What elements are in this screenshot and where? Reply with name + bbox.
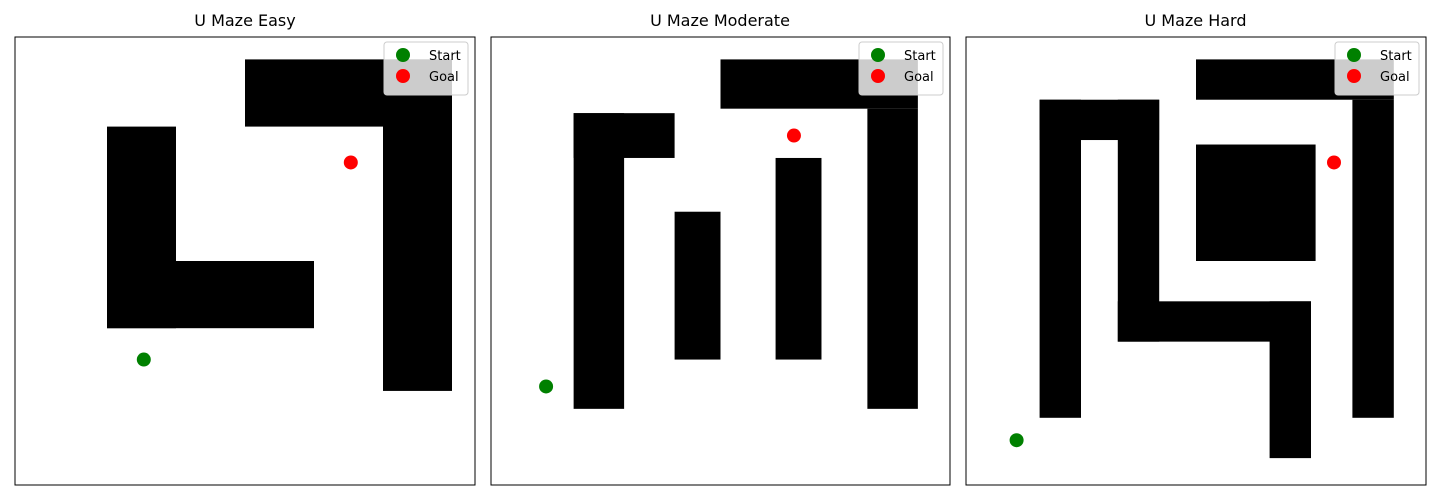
goal-point (1327, 155, 1341, 170)
maze-wall (573, 113, 625, 409)
legend-marker (871, 69, 885, 83)
start-point (136, 352, 151, 367)
legend-label: Goal (429, 70, 459, 85)
maze-wall (107, 261, 314, 329)
legend-label: Goal (1380, 70, 1410, 85)
panel-easy: U Maze Easy (0, 0, 480, 500)
legend-marker (396, 48, 410, 62)
legend-label: Start (1380, 49, 1412, 64)
legend: Start Goal (1334, 41, 1420, 96)
legend-marker (1347, 69, 1361, 83)
legend-marker (1347, 48, 1361, 62)
legend-marker (871, 48, 885, 62)
goal-point (343, 155, 358, 170)
legend-marker (396, 69, 410, 83)
goal-point (786, 128, 801, 143)
maze-wall (1352, 99, 1394, 418)
maze-axes: Start Goal (490, 36, 951, 486)
chart-title: U Maze Easy (194, 11, 296, 30)
maze-wall (1269, 301, 1311, 459)
legend-label: Start (429, 49, 461, 64)
legend: Start Goal (858, 41, 944, 96)
maze-wall (867, 108, 918, 409)
legend: Start Goal (383, 41, 469, 96)
maze-axes: Start Goal (14, 36, 476, 486)
start-point (1009, 433, 1024, 448)
axes-frame (14, 36, 476, 486)
maze-axes: Start Goal (965, 36, 1427, 486)
maze-wall (573, 113, 675, 158)
legend-label: Goal (904, 70, 934, 85)
maze-wall (1039, 99, 1081, 418)
chart-title: U Maze Hard (1144, 11, 1247, 30)
maze-wall (1196, 144, 1316, 261)
panel-moderate: U Maze Moderate (650, 11, 790, 30)
axes-frame (490, 36, 951, 486)
legend-label: Start (904, 49, 936, 64)
axes-frame (965, 36, 1427, 486)
maze-wall (674, 211, 721, 360)
maze-wall (383, 59, 452, 391)
maze-wall (775, 157, 822, 360)
chart-title: U Maze Moderate (650, 11, 790, 30)
start-point (539, 379, 554, 394)
